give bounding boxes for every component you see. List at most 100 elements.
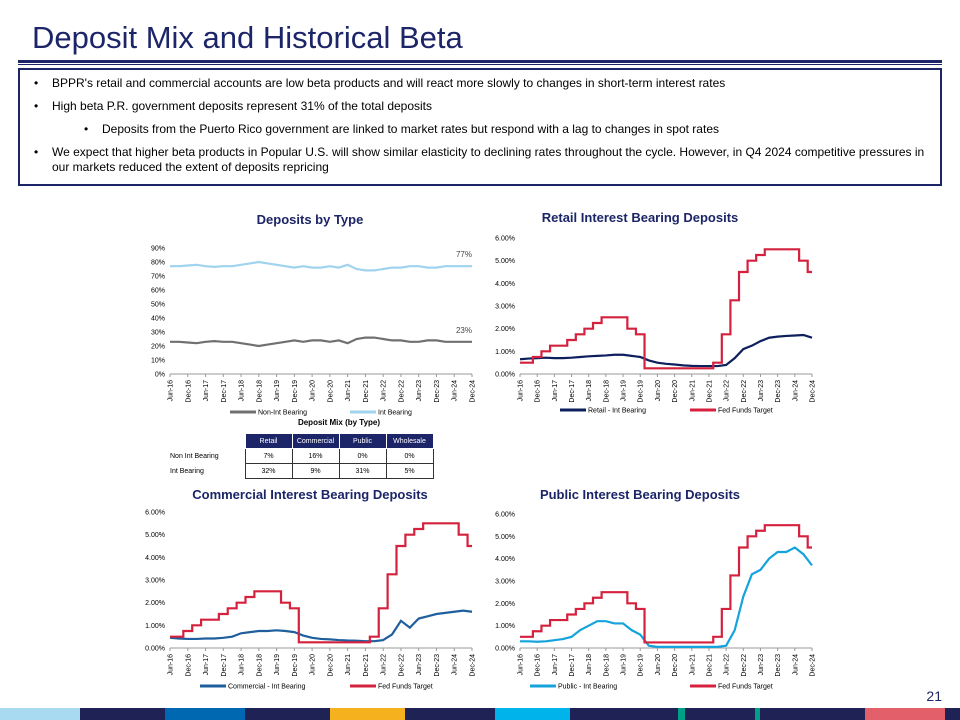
x-tick-label: Dec-21 [363, 380, 370, 403]
title-rule-thin [18, 64, 942, 65]
x-tick-label: Dec-24 [470, 654, 477, 677]
table-cell: 0% [385, 448, 434, 464]
x-tick-label: Jun-24 [452, 380, 459, 402]
chart-title-commercial: Commercial Interest Bearing Deposits [192, 487, 428, 502]
x-tick-label: Dec-16 [535, 380, 542, 403]
x-tick-label: Jun-16 [168, 380, 175, 402]
legend-label: Non-Int Bearing [258, 410, 307, 417]
page-title: Deposit Mix and Historical Beta [32, 20, 463, 55]
x-tick-label: Jun-23 [758, 654, 765, 676]
y-tick-label: 90% [151, 246, 165, 253]
table-header-row: Retail Commercial Public Wholesale [170, 433, 434, 449]
y-tick-label: 2.00% [145, 600, 165, 607]
y-tick-label: 70% [151, 274, 165, 281]
key-points-box: BPPR's retail and commercial accounts ar… [18, 68, 942, 186]
x-tick-label: Jun-21 [689, 654, 696, 676]
table-cell: 31% [338, 463, 387, 479]
y-tick-label: 0.00% [495, 646, 515, 653]
x-tick-label: Dec-16 [185, 380, 192, 403]
x-tick-label: Dec-22 [398, 380, 405, 403]
x-tick-label: Dec-20 [327, 654, 334, 677]
y-tick-label: 60% [151, 288, 165, 295]
footer-stripe [0, 708, 960, 720]
x-tick-label: Jun-20 [310, 654, 317, 676]
x-tick-label: Jun-24 [792, 654, 799, 676]
x-tick-label: Jun-19 [621, 380, 628, 402]
y-tick-label: 4.00% [145, 555, 165, 562]
y-tick-label: 5.00% [495, 534, 515, 541]
x-tick-label: Dec-21 [706, 380, 713, 403]
chart-title-public: Public Interest Bearing Deposits [539, 487, 741, 502]
x-tick-label: Dec-19 [292, 380, 299, 403]
x-tick-label: Jun-18 [239, 380, 246, 402]
x-tick-label: Dec-17 [569, 654, 576, 677]
x-tick-label: Jun-24 [452, 654, 459, 676]
x-tick-label: Dec-16 [185, 654, 192, 677]
x-tick-label: Jun-17 [203, 654, 210, 676]
legend-label: Public - Int Bearing [558, 684, 617, 691]
table-cell: 7% [244, 448, 293, 464]
x-tick-label: Jun-21 [345, 380, 352, 402]
row-label: Non Int Bearing [170, 452, 219, 460]
x-tick-label: Dec-23 [775, 654, 782, 677]
x-tick-label: Dec-19 [292, 654, 299, 677]
column-header: Commercial [291, 433, 340, 449]
x-tick-label: Jun-16 [518, 380, 525, 402]
x-tick-label: Jun-17 [552, 380, 559, 402]
x-tick-label: Jun-20 [655, 380, 662, 402]
x-tick-label: Dec-22 [741, 654, 748, 677]
series-line-int-bearing [170, 260, 472, 272]
x-tick-label: Jun-19 [274, 654, 281, 676]
x-tick-label: Dec-20 [672, 380, 679, 403]
x-tick-label: Jun-19 [274, 380, 281, 402]
y-tick-label: 4.00% [495, 281, 515, 288]
x-tick-label: Jun-16 [168, 654, 175, 676]
x-tick-label: Jun-21 [689, 380, 696, 402]
table-cell: 32% [244, 463, 293, 479]
x-tick-label: Dec-18 [256, 380, 263, 403]
x-tick-label: Dec-24 [470, 380, 477, 403]
deposit-mix-table: Retail Commercial Public Wholesale Non I… [170, 433, 434, 479]
y-tick-label: 30% [151, 330, 165, 337]
x-tick-label: Dec-17 [569, 380, 576, 403]
bullet: High beta P.R. government deposits repre… [30, 99, 930, 114]
chart-public: 0.00% 1.00% 2.00% 3.00% 4.00% 5.00% 6.00% Jun-1… [495, 512, 816, 691]
series-line-fed-funds-target [520, 524, 812, 644]
y-tick-label: 3.00% [495, 579, 515, 586]
chart-title-deposits-by-type: Deposits by Type [256, 212, 364, 227]
y-tick-label: 50% [151, 302, 165, 309]
x-tick-label: Dec-23 [434, 654, 441, 677]
x-tick-label: Dec-19 [638, 380, 645, 403]
x-tick-label: Jun-20 [655, 654, 662, 676]
x-tick-label: Jun-17 [203, 380, 210, 402]
x-tick-label: Jun-22 [381, 654, 388, 676]
end-data-label: 77% [456, 250, 472, 259]
title-rule [18, 60, 942, 63]
x-tick-label: Dec-21 [363, 654, 370, 677]
x-tick-label: Jun-20 [310, 380, 317, 402]
chart-retail: 0.00% 1.00% 2.00% 3.00% 4.00% 5.00% 6.00% Jun-1… [495, 236, 816, 415]
y-tick-label: 0.00% [145, 646, 165, 653]
chart-type: 0% 10% 20% 30% 40% 50% 60% 70% 80% 90% Jun-16 Dec-1… [151, 246, 477, 417]
chart-commercial: 0.00% 1.00% 2.00% 3.00% 4.00% 5.00% 6.00% Jun-1… [145, 510, 476, 691]
x-tick-label: Dec-22 [398, 654, 405, 677]
y-tick-label: 2.00% [495, 326, 515, 333]
bullet: We expect that higher beta products in P… [30, 145, 930, 175]
sub-bullet: Deposits from the Puerto Rico government… [80, 122, 930, 137]
y-tick-label: 1.00% [495, 623, 515, 630]
y-tick-label: 5.00% [495, 258, 515, 265]
x-tick-label: Dec-16 [535, 654, 542, 677]
x-tick-label: Jun-18 [239, 654, 246, 676]
x-tick-label: Jun-17 [552, 654, 559, 676]
legend-label: Int Bearing [378, 410, 412, 417]
series-line-commercial-int-bearing [169, 609, 473, 643]
x-tick-label: Dec-21 [706, 654, 713, 677]
x-tick-label: Dec-23 [434, 380, 441, 403]
y-tick-label: 2.00% [495, 601, 515, 608]
x-tick-label: Jun-18 [586, 380, 593, 402]
column-header: Wholesale [385, 433, 434, 449]
y-tick-label: 6.00% [145, 510, 165, 517]
table-cell: 9% [291, 463, 340, 479]
end-data-label: 23% [456, 326, 472, 335]
x-tick-label: Jun-22 [724, 654, 731, 676]
